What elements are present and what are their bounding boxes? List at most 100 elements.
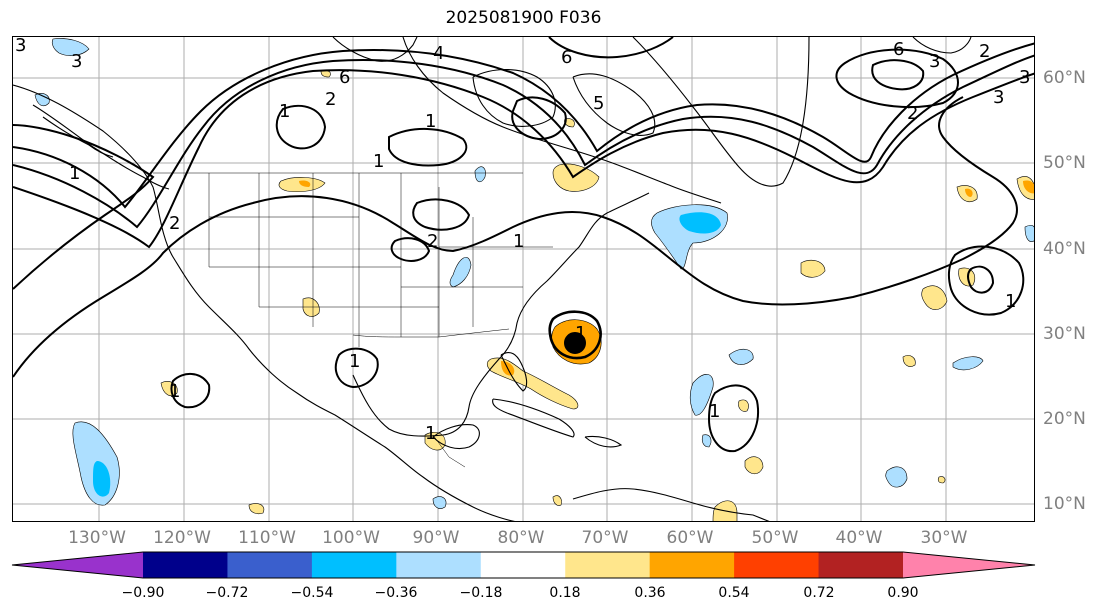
contours [13,37,1034,453]
colorbar [11,551,1036,579]
contour-label: 3 [1019,67,1030,88]
state-borders [153,172,553,468]
lat-tick-label: 50°N [1043,153,1086,173]
contour-label: 2 [325,89,336,110]
coast-hispaniola [584,435,623,448]
coast-aleutian [42,116,114,158]
lat-tick-label: 60°N [1043,68,1086,88]
coast-na-west [13,84,516,521]
pos-region-mid1 [800,259,826,278]
colorbar-extend-min [12,552,143,578]
contour-label: 2 [169,213,180,234]
colorbar-tick-label: −0.18 [459,585,503,601]
coast-hudson [472,69,556,127]
coast-baffin [572,73,656,136]
lon-tick-label: 60°W [666,528,714,548]
coast-yucatan [432,424,480,450]
colorbar-segment [227,552,313,578]
pos-region-canada [552,163,600,192]
pos-region-mid2 [921,285,948,310]
colorbar-segment [734,552,820,578]
contour-label: 3 [993,87,1004,108]
contour-label: 1 [425,111,436,132]
contour-label: 1 [69,163,80,184]
lat-tick-label: 20°N [1043,409,1086,429]
coast-alaska [32,104,170,190]
coast-florida [500,352,528,392]
pos-region-mid5 [738,399,749,412]
colorbar-segment [818,552,904,578]
lon-tick-label: 90°W [412,528,460,548]
colorbar-tick-label: −0.54 [290,585,334,601]
lon-tick-label: 40°W [835,528,883,548]
colorbar-segment [311,552,397,578]
neg-region-car2 [728,348,754,365]
colorbar-tick-label: 0.90 [887,585,919,601]
colorbar-segment [143,552,228,578]
lon-tick-label: 50°W [751,528,799,548]
contour-label: 1 [425,423,436,444]
neg-region-car3 [701,434,712,448]
coast-canada-north [402,37,722,204]
lat-tick-label: 40°N [1043,239,1086,259]
contour-label: 6 [561,47,572,68]
neg-region-car1 [689,374,714,416]
colorbar-tick-label: −0.72 [205,585,249,601]
pos-region-plains-core [299,180,311,187]
plot-title: 2025081900 F036 [445,8,602,28]
contour-label: 3 [929,51,940,72]
pos-region-sw [302,297,320,317]
lon-tick-label: 120°W [153,528,211,548]
contour-label: 1 [575,323,586,344]
colorbar-segment [565,552,651,578]
contour-label: 6 [339,67,350,88]
colorbar-segment [649,552,735,578]
contour-label: 1 [169,381,180,402]
pos-region-car [744,456,764,475]
colorbar-segment [480,552,566,578]
lat-tick-label: 30°N [1043,324,1086,344]
contour-label: 1 [513,231,524,252]
colorbar-segment [396,552,482,578]
contour-label: 5 [593,93,604,114]
lon-tick-label: 80°W [497,528,545,548]
colorbar-tick-label: −0.36 [374,585,418,601]
coast-sa [572,488,770,521]
coast-gulf [352,192,650,437]
contour-label: 6 [893,39,904,60]
contour-label: 3 [15,37,26,56]
contour-label: 1 [279,101,290,122]
pos-region-sa3 [248,503,265,515]
neg-region-alaska [34,93,50,107]
map-panel: 3 1 2 6 4 1 6 5 1 1 2 2 3 1 6 3 2 1 1 3 … [12,36,1035,522]
contour-label: 1 [349,351,360,372]
colorbar-tick-label: 0.54 [718,585,750,601]
map-canvas: 3 1 2 6 4 1 6 5 1 1 2 2 3 1 6 3 2 1 1 3 … [13,37,1034,521]
pos-region-bahamas [486,357,579,410]
pos-region-e1-core [965,188,973,197]
neg-region-mex [432,496,447,509]
lon-tick-label: 110°W [238,528,296,548]
pos-region-sa2 [552,495,562,506]
coast-greenland [632,37,810,187]
gridlines [13,37,1034,521]
pos-region-e2-core [1023,180,1034,194]
neg-region-atlantic-core [679,212,721,234]
coast-cuba [492,398,575,438]
colorbar-tick-label: 0.72 [803,585,835,601]
pos-region-mid3 [958,267,976,287]
neg-region-ne [474,166,486,183]
colorbar-tick-label: −0.90 [121,585,165,601]
colorbar-tick-label: 0.18 [549,585,581,601]
neg-region-e1 [885,466,908,488]
neg-region-e2 [952,356,984,371]
lon-tick-label: 30°W [920,528,968,548]
pos-region-pac [160,381,178,396]
colorbar-segments [12,552,1035,578]
contour-label: 4 [433,43,444,64]
coast-iceland [912,37,972,54]
colorbar-extend-max [903,552,1035,578]
contour-label: 1 [1005,291,1016,312]
pos-region-mid4 [902,355,916,367]
colorbar-outline [11,551,1036,579]
